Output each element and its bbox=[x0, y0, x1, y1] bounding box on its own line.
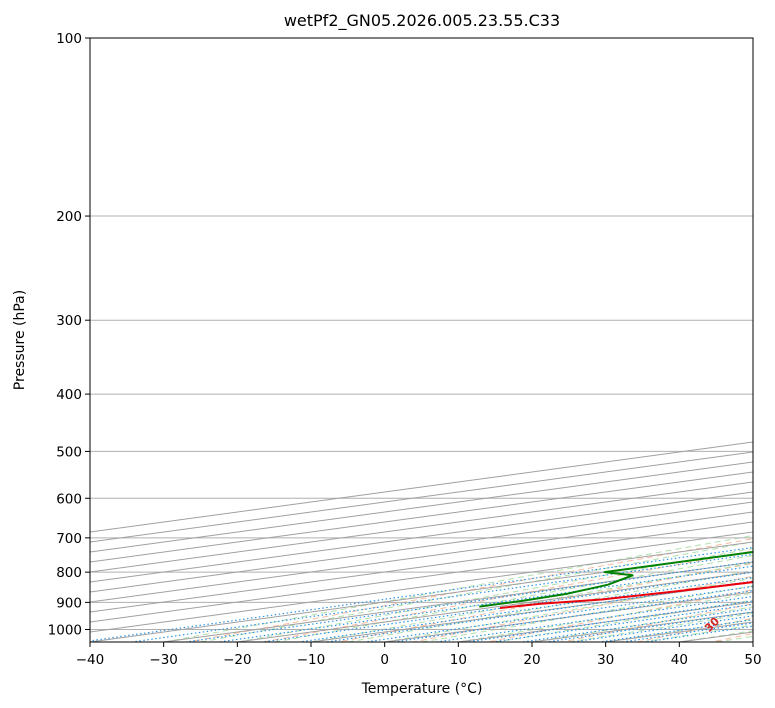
mixing-ratio-line-8 bbox=[394, 589, 753, 642]
moist-adiabat-6 bbox=[384, 577, 753, 642]
mixing-ratio-line-2 bbox=[185, 561, 753, 642]
x-tick-label-2: −20 bbox=[223, 652, 252, 668]
moist-adiabat-3 bbox=[274, 554, 753, 642]
isotherm-line-11 bbox=[90, 551, 753, 642]
moist-adiabat-4 bbox=[310, 562, 753, 642]
moist-adiabat-7 bbox=[421, 585, 753, 642]
isotherm-line-9 bbox=[90, 531, 753, 623]
dry-adiabat-layer bbox=[188, 538, 753, 642]
dry-adiabat-5 bbox=[562, 603, 753, 642]
plot-area: 0.10.20.40.611.52346810131620253036-100-… bbox=[90, 38, 753, 642]
y-tick-label-1: 200 bbox=[56, 209, 82, 225]
dry-adiabat-4 bbox=[487, 589, 753, 642]
dry-adiabat-3 bbox=[412, 575, 753, 642]
y-tick-label-2: 300 bbox=[56, 313, 82, 329]
y-tick-label-3: 400 bbox=[56, 387, 82, 403]
dewpoint-profile-line bbox=[479, 550, 753, 608]
x-tick-label-7: 30 bbox=[597, 652, 614, 668]
pressure-grid-layer bbox=[90, 38, 753, 630]
isotherm-line-2 bbox=[90, 461, 753, 553]
isotherm-line-10 bbox=[90, 541, 753, 633]
x-axis-label: Temperature (°C) bbox=[361, 681, 483, 697]
isotherm-line-7 bbox=[90, 511, 753, 603]
mixing-ratio-line-3 bbox=[218, 565, 753, 642]
isotherm-line-1 bbox=[90, 451, 753, 543]
isotherm-line-15 bbox=[384, 591, 753, 642]
x-tick-label-9: 50 bbox=[744, 652, 761, 668]
x-tick-label-8: 40 bbox=[671, 652, 688, 668]
isotherm-line-20 bbox=[752, 641, 753, 642]
y-tick-label-8: 900 bbox=[56, 595, 82, 611]
x-tick-label-5: 10 bbox=[450, 652, 467, 668]
y-tick-label-7: 800 bbox=[56, 565, 82, 581]
moist-adiabat-1 bbox=[200, 541, 753, 642]
y-tick-label-9: 1000 bbox=[48, 622, 82, 638]
sounding-series-layer bbox=[479, 550, 753, 609]
isotherm-line-6 bbox=[90, 501, 753, 593]
x-tick-label-1: −30 bbox=[149, 652, 178, 668]
x-tick-label-0: −40 bbox=[76, 652, 105, 668]
y-tick-label-6: 700 bbox=[56, 531, 82, 547]
moist-adiabat-13 bbox=[642, 624, 753, 642]
temperature-profile-line bbox=[499, 581, 753, 609]
moist-adiabat-11 bbox=[568, 612, 753, 642]
dry-adiabat-7 bbox=[711, 632, 753, 642]
dry-adiabat-0 bbox=[188, 538, 753, 642]
isotherm-layer bbox=[90, 441, 753, 642]
chart-title: wetPf2_GN05.2026.005.23.55.C33 bbox=[284, 11, 560, 31]
isotherm-line-3 bbox=[90, 471, 753, 563]
isotherm-line-4 bbox=[90, 481, 753, 573]
y-tick-label-4: 500 bbox=[56, 444, 82, 460]
dry-adiabat-6 bbox=[636, 617, 753, 642]
x-tick-label-6: 20 bbox=[523, 652, 540, 668]
moist-adiabat-10 bbox=[531, 606, 753, 642]
moist-adiabat-15 bbox=[716, 635, 753, 642]
x-tick-label-3: −10 bbox=[297, 652, 326, 668]
y-axis: 100 200 300 400 500 600 700 800 900 1000 bbox=[48, 31, 90, 638]
x-axis: −40 −30 −20 −10 0 10 20 30 40 50 bbox=[76, 642, 762, 668]
isotherm-line-8 bbox=[90, 521, 753, 613]
mixing-ratio-line-0 bbox=[90, 546, 753, 642]
y-tick-label-0: 100 bbox=[56, 31, 82, 47]
mixing-ratio-layer bbox=[90, 546, 753, 642]
x-tick-label-4: 0 bbox=[380, 652, 389, 668]
isotherm-line-14 bbox=[310, 581, 753, 642]
moist-adiabat-5 bbox=[347, 569, 753, 642]
mixing-ratio-line-11 bbox=[492, 603, 753, 642]
isopleth-label-layer: 0.10.20.40.611.52346810131620253036-100-… bbox=[702, 614, 722, 634]
isotherm-line-5 bbox=[90, 491, 753, 583]
y-tick-label-5: 600 bbox=[56, 491, 82, 507]
plot-frame bbox=[89, 37, 754, 643]
moist-adiabat-0 bbox=[163, 535, 753, 642]
moist-adiabat-2 bbox=[237, 547, 753, 642]
dry-adiabat-2 bbox=[338, 562, 753, 642]
isotherm-line-17 bbox=[531, 611, 753, 642]
y-axis-label: Pressure (hPa) bbox=[12, 290, 28, 390]
